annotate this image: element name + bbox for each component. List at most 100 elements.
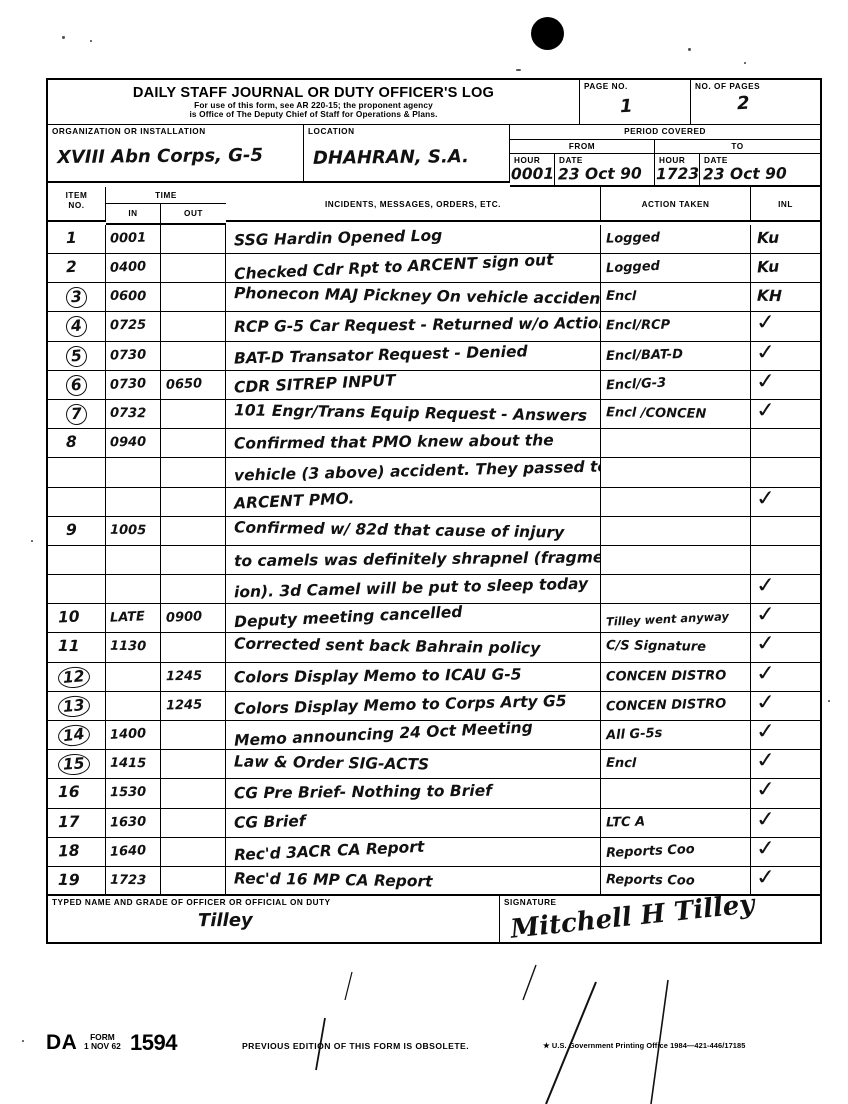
cell-time-out[interactable]: 0900 [161,604,226,634]
cell-action-taken[interactable]: Reports Coo [601,837,751,867]
cell-initials[interactable]: ✓ [751,721,820,751]
cell-time-out[interactable]: 0650 [161,370,226,400]
cell-incident[interactable]: Colors Display Memo to ICAU G-5 [226,662,601,692]
cell-action-taken[interactable]: Tilley went anyway [601,604,751,634]
cell-item-no[interactable]: 4 [48,312,106,342]
from-hour-cell[interactable]: HOUR 0001 [510,153,555,185]
cell-initials[interactable]: ✓ [751,663,820,692]
cell-time-in[interactable]: 0730 [106,341,161,371]
cell-time-in[interactable]: 1400 [106,721,161,751]
cell-incident[interactable]: ion). 3d Camel will be put to sleep toda… [226,575,601,605]
cell-item-no[interactable]: 7 [48,399,106,430]
cell-action-taken[interactable]: LTC A [601,808,751,838]
cell-item-no[interactable]: 10 [48,604,106,634]
cell-time-in[interactable]: 1530 [106,779,161,809]
cell-action-taken[interactable] [601,487,751,517]
cell-item-no[interactable] [48,545,106,576]
cell-time-out[interactable] [161,516,226,546]
cell-action-taken[interactable]: Logged [601,254,751,284]
cell-action-taken[interactable]: Encl/RCP [601,312,751,342]
cell-time-out[interactable] [161,458,226,488]
cell-time-in[interactable]: 0001 [106,224,161,254]
cell-incident[interactable]: Checked Cdr Rpt to ARCENT sign out [226,254,601,284]
cell-time-out[interactable] [161,866,226,897]
cell-incident[interactable]: Corrected sent back Bahrain policy [226,633,601,663]
cell-time-in[interactable]: 0725 [106,312,161,342]
cell-time-out[interactable] [161,312,226,342]
cell-time-in[interactable]: 0730 [106,370,161,400]
cell-incident[interactable]: vehicle (3 above) accident. They passed … [226,458,601,488]
cell-time-in[interactable] [106,458,161,488]
cell-item-no[interactable]: 9 [48,516,106,546]
cell-time-out[interactable] [161,399,226,430]
cell-item-no[interactable] [48,575,106,605]
cell-time-in[interactable]: 1005 [106,516,161,546]
cell-time-out[interactable] [161,633,226,663]
cell-initials[interactable]: ✓ [751,692,820,721]
cell-initials[interactable] [751,546,820,576]
cell-time-in[interactable] [106,662,161,692]
cell-incident[interactable]: 101 Engr/Trans Equip Request - Answers [226,399,601,430]
cell-incident[interactable]: Deputy meeting cancelled [226,604,601,634]
cell-time-in[interactable] [106,487,161,517]
cell-time-in[interactable]: 0400 [106,254,161,284]
cell-time-in[interactable]: 1130 [106,633,161,663]
cell-item-no[interactable]: 2 [48,254,106,284]
cell-time-in[interactable]: 1640 [106,837,161,867]
cell-incident[interactable]: CG Brief [226,808,601,838]
cell-time-out[interactable] [161,750,226,780]
cell-item-no[interactable]: 11 [48,633,106,663]
cell-action-taken[interactable] [601,429,751,459]
cell-item-no[interactable]: 19 [48,866,106,897]
cell-action-taken[interactable]: Encl/BAT-D [601,341,751,371]
cell-item-no[interactable]: 12 [48,662,106,692]
cell-time-in[interactable]: 1415 [106,750,161,780]
cell-initials[interactable]: ✓ [751,604,820,634]
cell-time-out[interactable] [161,837,226,867]
cell-time-out[interactable]: 1245 [161,691,226,721]
cell-time-in[interactable]: 0940 [106,429,161,459]
cell-action-taken[interactable]: Logged [601,224,751,254]
cell-incident[interactable]: RCP G-5 Car Request - Returned w/o Actio… [226,312,601,342]
cell-initials[interactable]: ✓ [751,342,820,371]
typed-name-cell[interactable]: TYPED NAME AND GRADE OF OFFICER OR OFFIC… [48,896,500,943]
cell-incident[interactable]: CDR SITREP INPUT [226,370,601,400]
cell-action-taken[interactable]: Encl [601,750,751,780]
cell-time-in[interactable]: 0732 [106,399,161,430]
cell-action-taken[interactable] [601,575,751,605]
cell-time-in[interactable] [106,545,161,576]
cell-initials[interactable]: ✓ [751,809,820,838]
organization-cell[interactable]: ORGANIZATION OR INSTALLATION XVIII Abn C… [48,124,304,183]
cell-time-in[interactable]: 1630 [106,808,161,838]
cell-time-out[interactable] [161,224,226,254]
cell-time-out[interactable] [161,341,226,371]
cell-time-in[interactable] [106,575,161,605]
cell-action-taken[interactable] [601,516,751,546]
cell-time-out[interactable] [161,779,226,809]
cell-time-in[interactable]: LATE [106,604,161,634]
cell-incident[interactable]: Colors Display Memo to Corps Arty G5 [226,691,601,721]
cell-action-taken[interactable]: CONCEN DISTRO [601,691,751,721]
cell-item-no[interactable]: 6 [48,370,106,400]
cell-initials[interactable]: ✓ [751,575,820,605]
cell-initials[interactable]: ✓ [751,633,820,663]
from-date-cell[interactable]: DATE 23 Oct 90 [555,153,655,185]
cell-time-out[interactable]: 1245 [161,662,226,692]
cell-time-out[interactable] [161,429,226,459]
cell-time-out[interactable] [161,545,226,576]
cell-incident[interactable]: SSG Hardin Opened Log [226,224,601,254]
cell-initials[interactable]: ✓ [751,312,820,342]
cell-action-taken[interactable]: Reports Coo [601,866,751,897]
cell-time-in[interactable]: 1723 [106,866,161,897]
cell-initials[interactable]: KH [751,283,820,313]
cell-incident[interactable]: Memo announcing 24 Oct Meeting [226,721,601,751]
cell-time-out[interactable] [161,575,226,605]
cell-incident[interactable]: to camels was definitely shrapnel (fragm… [226,545,601,576]
cell-item-no[interactable] [48,487,106,517]
cell-time-out[interactable] [161,283,226,313]
cell-item-no[interactable]: 15 [48,750,106,780]
cell-initials[interactable] [751,458,820,488]
no-of-pages-cell[interactable]: NO. OF PAGES 2 [691,80,820,124]
cell-initials[interactable]: ✓ [751,750,820,780]
cell-incident[interactable]: Phonecon MAJ Pickney On vehicle accident [226,283,601,313]
